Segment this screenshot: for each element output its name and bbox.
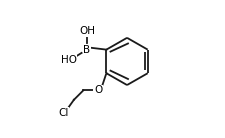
Text: HO: HO	[60, 55, 76, 65]
Text: O: O	[94, 85, 102, 95]
Text: OH: OH	[79, 26, 94, 36]
Text: Cl: Cl	[58, 108, 68, 118]
Text: B: B	[83, 45, 90, 55]
